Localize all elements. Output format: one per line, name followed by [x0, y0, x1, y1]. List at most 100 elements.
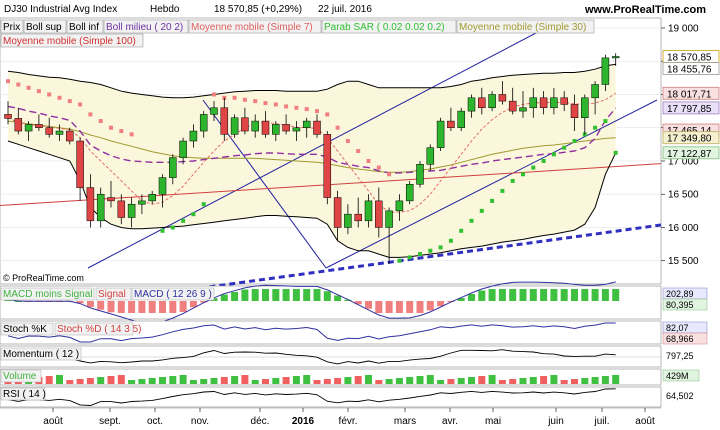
candle-body — [148, 193, 156, 202]
sar-dot — [67, 99, 72, 104]
volume-bar — [612, 375, 620, 384]
volume-bar — [375, 380, 383, 384]
macd-signal-label: Signal — [98, 289, 126, 300]
sar-dot — [407, 255, 412, 260]
rsi-value: 64,502 — [666, 391, 694, 401]
volume-bar — [550, 375, 558, 384]
candle-body — [313, 120, 321, 135]
macd-bar — [86, 301, 94, 307]
candle-body — [96, 193, 105, 222]
momentum-line — [7, 349, 616, 365]
ma30-label: Moyenne mobile (Simple 30) — [459, 22, 586, 33]
macd-value-bottom: 80,395 — [666, 300, 694, 310]
sar-dot — [531, 165, 536, 170]
volume-bar — [128, 380, 136, 384]
candle-body — [498, 94, 507, 102]
sar-dot — [57, 95, 62, 100]
sar-dot — [253, 99, 258, 104]
candle-body — [354, 213, 362, 222]
sar-dot — [418, 252, 422, 257]
candle-body — [138, 200, 146, 205]
stochastic-panel: Stoch %K Stoch %D ( 14 3 5) 82,07 68,966 — [0, 320, 708, 345]
candle-body — [107, 197, 115, 202]
volume-bar — [344, 377, 352, 384]
volume-bar — [97, 377, 105, 384]
macd-panel: MACD moins Signal Signal MACD ( 12 26 9 … — [0, 281, 708, 325]
macd-bar — [540, 289, 548, 301]
volume-bar — [107, 376, 115, 384]
sar-dot — [448, 238, 453, 243]
boll-inf-button[interactable] — [66, 19, 104, 34]
volume-bar — [457, 378, 465, 384]
sar-dot — [170, 225, 175, 230]
sar-dot — [490, 198, 495, 203]
candle-body — [601, 57, 610, 85]
volume-bar — [76, 379, 84, 384]
volume-bar — [416, 376, 424, 384]
sar-dot — [469, 218, 474, 223]
boll-lower-line — [7, 140, 617, 258]
sar-dot — [325, 112, 330, 117]
momentum-line — [0, 349, 661, 365]
prix-label: Prix — [3, 22, 20, 33]
ma100-button[interactable] — [0, 33, 144, 48]
candle-body — [55, 130, 64, 135]
sar-button[interactable] — [321, 19, 457, 34]
sar-dot — [459, 228, 464, 233]
volume-bar — [148, 378, 156, 384]
stochastic-fill — [7, 322, 616, 343]
x-tick-label: août — [635, 416, 655, 427]
candle-body — [539, 97, 548, 109]
volume-bar — [86, 378, 94, 384]
candle-body — [302, 120, 311, 128]
macd-bar — [365, 301, 372, 309]
candle-body — [199, 114, 208, 132]
sar-dot — [335, 125, 340, 130]
prix-button[interactable] — [0, 19, 24, 34]
ma30-button[interactable] — [456, 19, 595, 34]
sar-dot — [304, 107, 309, 112]
volume-bar — [303, 375, 311, 384]
candle-body — [436, 120, 445, 148]
volume-bar — [385, 379, 393, 384]
volume-bar — [117, 375, 125, 384]
candle-body — [86, 187, 95, 222]
candle-body — [426, 147, 435, 165]
price-tag-label: 18 570,85 — [667, 53, 712, 64]
macd-bar — [189, 301, 197, 308]
macd-value-top: 202,89 — [666, 289, 694, 299]
candle-body — [220, 107, 229, 135]
volume-bar — [365, 375, 372, 384]
candle-body — [230, 117, 239, 135]
x-tick-label: juin — [547, 416, 564, 427]
macd-bar — [251, 289, 259, 301]
rsi-line — [7, 388, 616, 406]
sar-dot — [232, 95, 237, 100]
ma7-button[interactable] — [188, 19, 322, 34]
macd-bar — [550, 289, 558, 301]
candle-body — [127, 203, 136, 218]
boll-mid-button[interactable] — [103, 19, 189, 34]
boll-inf-label: Boll inf — [69, 22, 99, 33]
boll-sup-button[interactable] — [23, 19, 67, 34]
momentum-value: 797,25 — [666, 351, 694, 361]
x-tick-label: août — [43, 416, 63, 427]
price-tag-label: 17 797,85 — [667, 104, 712, 115]
candle-body — [570, 104, 579, 118]
candle-body — [189, 130, 198, 142]
instrument-title: DJ30 Industrial Avg Index — [4, 4, 117, 15]
volume-bar — [272, 378, 280, 384]
momentum-label: Momentum ( 12 ) — [3, 349, 79, 360]
sar-dot — [562, 145, 567, 150]
stoch-value-bottom: 68,966 — [666, 334, 694, 344]
volume-bar — [395, 378, 403, 384]
price-tag — [662, 131, 720, 145]
sar-dot — [16, 82, 21, 87]
legend-toolbar: Prix Boll sup Boll inf Boll milieu ( 20 … — [0, 19, 595, 48]
volume-bar — [323, 379, 331, 384]
stoch-d-label: Stoch %D ( 14 3 5) — [57, 324, 141, 335]
volume-bar — [560, 380, 568, 384]
macd-bar — [76, 301, 84, 304]
volume-bar — [406, 377, 414, 384]
